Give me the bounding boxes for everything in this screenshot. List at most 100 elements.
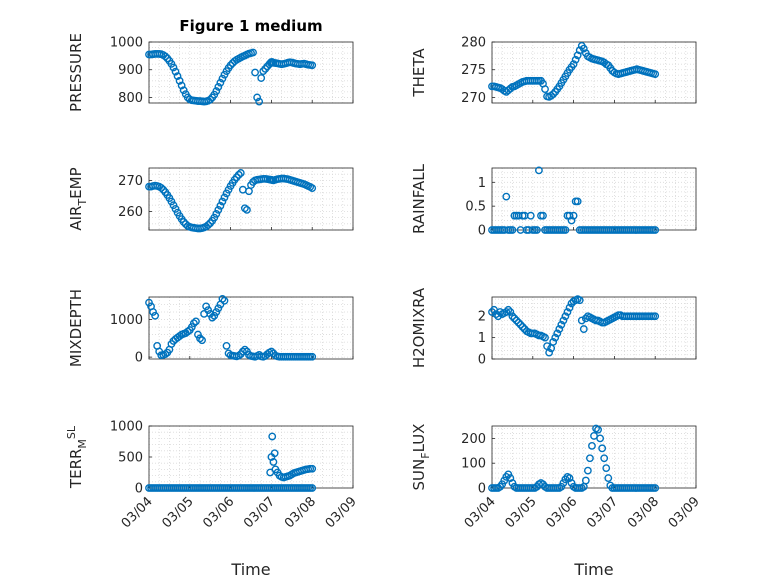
y-tick-label: 1: [478, 331, 486, 346]
data-point: [579, 325, 588, 333]
data-point: [192, 317, 200, 326]
data-point: [308, 464, 317, 473]
axes-frame: [491, 41, 697, 104]
data-point: [577, 316, 586, 325]
data-point: [177, 81, 186, 90]
x-tick-label: 03/07: [584, 494, 621, 531]
data-point: [308, 61, 317, 70]
x-axis-label-right: Time: [573, 560, 613, 579]
axes-frame: [148, 425, 354, 489]
data-point: [583, 466, 592, 475]
data-series: [145, 294, 317, 361]
y-axis-label: RAINFALL: [410, 163, 428, 234]
data-point: [161, 52, 170, 61]
data-point: [243, 205, 251, 214]
data-point: [218, 197, 227, 206]
data-point: [234, 170, 243, 179]
data-point: [549, 90, 558, 99]
y-tick-label: 1: [478, 176, 486, 191]
data-point: [565, 303, 574, 312]
y-axis-label: TERRMSL: [65, 425, 89, 489]
y-tick-label: 270: [118, 174, 143, 189]
data-point: [596, 434, 605, 443]
data-point: [502, 192, 511, 201]
data-point: [224, 349, 233, 358]
chart-panel-mixdepth: 0 1000 MIXDEPTH: [67, 289, 354, 367]
data-series: [488, 166, 660, 234]
data-point: [545, 348, 554, 357]
data-point: [573, 197, 582, 206]
data-point: [506, 84, 515, 93]
data-point: [251, 68, 259, 77]
data-point: [194, 330, 202, 339]
data-point: [535, 166, 543, 175]
data-point: [257, 74, 266, 82]
data-point: [541, 333, 549, 342]
data-point: [179, 218, 188, 226]
data-point: [559, 316, 568, 325]
y-tick-label: 1000: [110, 420, 143, 435]
data-point: [526, 211, 535, 220]
y-axis-label: AIRTEMP: [67, 167, 89, 230]
data-point: [518, 323, 527, 331]
data-point: [514, 318, 523, 327]
figure-title: Figure 1 medium: [179, 17, 322, 35]
data-point: [171, 67, 180, 76]
data-point: [222, 341, 231, 350]
data-point: [216, 201, 225, 210]
y-axis-label: SUNFLUX: [410, 424, 432, 491]
data-point: [555, 325, 564, 333]
x-tick-label: 03/08: [282, 494, 319, 531]
data-point: [268, 432, 277, 441]
y-axis-label: THETA: [410, 48, 428, 98]
data-point: [551, 333, 560, 342]
data-series: [488, 295, 660, 357]
data-point: [253, 93, 262, 102]
y-tick-label: 0: [478, 353, 486, 368]
x-tick-label: 03/08: [625, 494, 662, 531]
data-point: [308, 352, 317, 361]
data-point: [269, 458, 278, 466]
data-point: [259, 67, 268, 76]
data-point: [308, 184, 317, 193]
data-point: [204, 221, 213, 229]
y-tick-label: 0: [478, 224, 486, 239]
data-point: [567, 216, 576, 225]
chart-panel-pressure: 800 900 1000 PRESSURE: [67, 33, 354, 112]
data-point: [561, 312, 570, 321]
data-point: [502, 308, 511, 316]
chart-panel-rainfall: 0 0.5 1 RAINFALL: [410, 163, 697, 239]
data-point: [216, 78, 225, 87]
data-point: [575, 296, 584, 305]
data-point: [553, 329, 562, 338]
data-point: [169, 63, 178, 72]
data-point: [569, 60, 578, 69]
data-point: [212, 308, 221, 316]
data-point: [547, 91, 556, 100]
axes-frame: [148, 167, 354, 231]
data-point: [586, 454, 594, 463]
data-point: [202, 302, 211, 311]
x-tick-label: 03/04: [462, 494, 499, 531]
y-tick-label: 1000: [110, 36, 143, 51]
x-tick-label: 03/05: [160, 494, 197, 531]
data-point: [212, 87, 221, 95]
data-point: [532, 226, 541, 234]
data-point: [206, 95, 215, 104]
x-tick-label: 03/07: [241, 494, 278, 531]
axes-frame: [491, 296, 697, 360]
data-point: [488, 308, 496, 316]
data-point: [651, 70, 660, 79]
data-point: [549, 337, 558, 346]
data-point: [581, 476, 590, 485]
data-point: [236, 169, 245, 177]
data-point: [651, 226, 660, 234]
data-point: [561, 226, 570, 234]
data-point: [651, 484, 660, 492]
chart-panel-h2omixra: 0 1 2 H2OMIXRA: [410, 287, 697, 368]
axes-frame: [148, 41, 354, 104]
y-tick-label: 100: [461, 457, 486, 472]
data-point: [504, 305, 513, 314]
data-point: [189, 319, 198, 328]
